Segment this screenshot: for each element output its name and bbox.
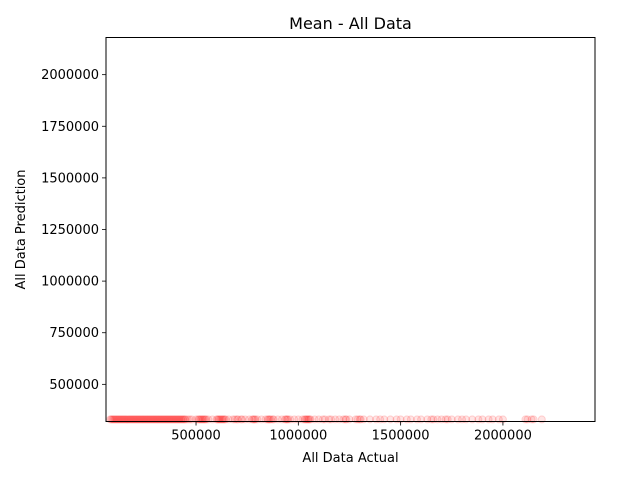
y-axis-label: All Data Prediction — [14, 169, 29, 289]
y-tick-label: 1000000 — [41, 275, 99, 290]
y-tick-label: 2000000 — [41, 68, 99, 83]
x-tick-label: 1500000 — [372, 429, 430, 444]
y-tick-label: 500000 — [49, 378, 99, 393]
x-tick-label: 2000000 — [474, 429, 532, 444]
y-tick-label: 1750000 — [41, 120, 99, 135]
y-axis-ticks: 500000 750000 1000000 1250000 1500000 1750000… — [41, 68, 106, 393]
x-axis-ticks: 500000 1000000 1500000 2000000 — [171, 421, 532, 444]
x-axis-label: All Data Actual — [302, 451, 398, 466]
y-tick-label: 750000 — [49, 326, 99, 341]
x-tick-label: 500000 — [171, 429, 221, 444]
x-tick-label: 1000000 — [269, 429, 327, 444]
y-tick-label: 1500000 — [41, 171, 99, 186]
chart-title: Mean - All Data — [289, 14, 412, 33]
y-tick-label: 1250000 — [41, 223, 99, 238]
plot-frame — [105, 37, 596, 422]
